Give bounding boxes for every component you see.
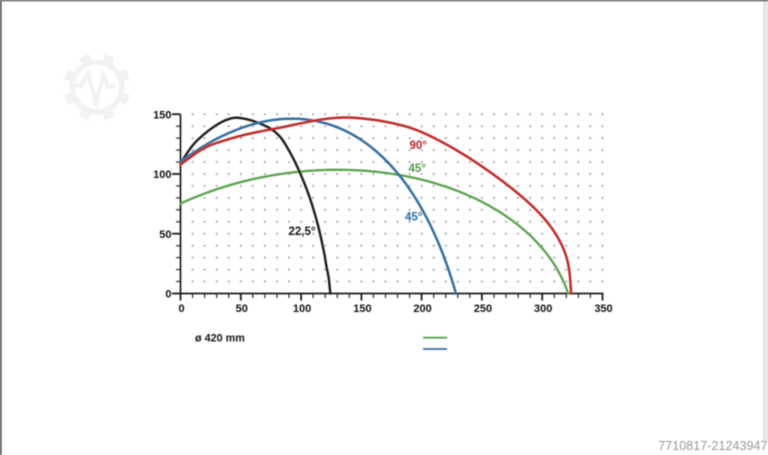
svg-text:200: 200: [413, 303, 431, 315]
svg-text:100: 100: [153, 169, 171, 181]
svg-text:350: 350: [594, 303, 612, 315]
svg-text:150: 150: [353, 303, 371, 315]
svg-text:0: 0: [165, 289, 171, 301]
svg-text:0: 0: [178, 303, 184, 315]
svg-text:100: 100: [293, 303, 311, 315]
svg-text:300: 300: [534, 303, 552, 315]
svg-text:45°: 45°: [409, 163, 427, 175]
svg-text:150: 150: [153, 109, 171, 121]
svg-text:ø 420 mm: ø 420 mm: [195, 332, 245, 344]
svg-text:45°: 45°: [405, 212, 423, 224]
svg-text:50: 50: [236, 303, 248, 315]
svg-text:250: 250: [474, 303, 492, 315]
svg-text:7710817-21243947: 7710817-21243947: [658, 439, 767, 453]
svg-text:22,5°: 22,5°: [289, 226, 316, 238]
svg-text:50: 50: [159, 229, 171, 241]
svg-text:90°: 90°: [410, 140, 428, 152]
